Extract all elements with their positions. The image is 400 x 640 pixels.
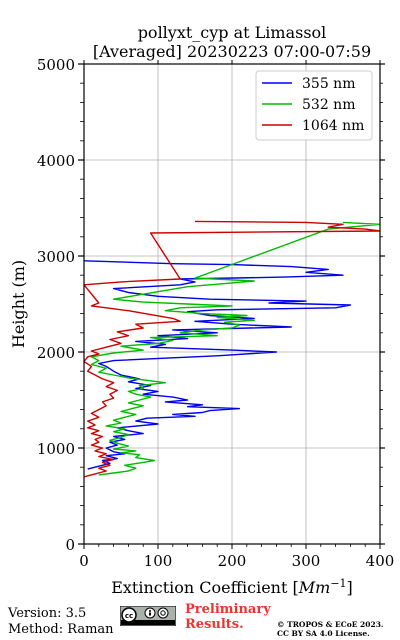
legend-box <box>255 70 373 141</box>
y-tick-label: 1000 <box>37 440 75 458</box>
axis-ticks <box>78 60 385 549</box>
x-tick-label: 400 <box>366 552 395 570</box>
preliminary-line1: Preliminary <box>185 602 271 617</box>
svg-text:cc: cc <box>125 612 133 620</box>
y-tick-label: 5000 <box>37 56 75 74</box>
y-tick-label: 4000 <box>37 152 75 170</box>
method-text: Method: Raman <box>8 622 114 637</box>
x-tick-label: 200 <box>218 552 247 570</box>
legend: 355 nm 532 nm 1064 nm <box>255 70 373 141</box>
y-tick-label: 3000 <box>37 248 75 266</box>
legend-label-355: 355 nm <box>302 76 355 92</box>
legend-label-532: 532 nm <box>302 97 355 113</box>
x-tick-label: 0 <box>79 552 89 570</box>
series-line-1064 <box>84 220 380 478</box>
chart-title-line2: [Averaged] 20230223 07:00-07:59 <box>93 42 371 61</box>
copyright-notice: © TROPOS & ECoE 2023. CC BY SA 4.0 Licen… <box>277 620 384 638</box>
preliminary-line2: Results. <box>185 617 244 632</box>
y-tick-label: 2000 <box>37 344 75 362</box>
copyright-line2: CC BY SA 4.0 License. <box>277 629 370 638</box>
profile-chart: pollyxt_cyp at Limassol [Averaged] 20230… <box>9 23 395 597</box>
copyright-line1: © TROPOS & ECoE 2023. <box>277 620 384 629</box>
cc-by-sa-icon: cc <box>120 606 176 626</box>
series-line-355 <box>84 260 352 470</box>
x-axis-label: Extinction Coefficient [Mm−1] <box>111 577 353 597</box>
x-tick-label: 100 <box>144 552 173 570</box>
version-text: Version: 3.5 <box>8 606 87 621</box>
series-line-532 <box>90 221 380 476</box>
preliminary-results-label: Preliminary Results. <box>185 602 271 632</box>
legend-label-1064: 1064 nm <box>302 118 364 134</box>
chart-title-line1: pollyxt_cyp at Limassol <box>138 23 327 42</box>
y-axis-label: Height (m) <box>9 260 28 348</box>
series-layer <box>84 220 380 478</box>
y-tick-label: 0 <box>65 536 75 554</box>
x-tick-label: 300 <box>292 552 321 570</box>
